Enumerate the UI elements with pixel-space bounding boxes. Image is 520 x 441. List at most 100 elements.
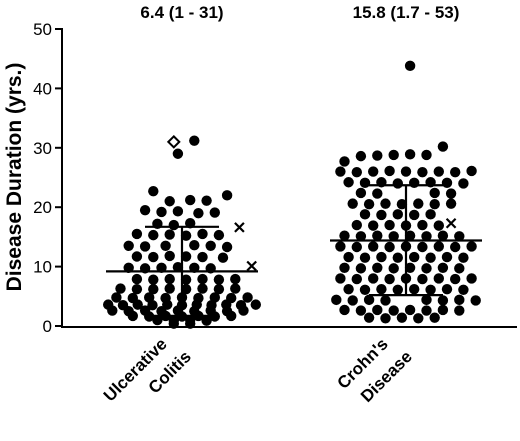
data-point (454, 263, 465, 274)
data-point (437, 295, 449, 306)
y-tick-label: 20 (33, 198, 52, 217)
data-point (384, 273, 395, 285)
data-point (172, 148, 184, 159)
data-point (359, 252, 371, 263)
data-point (429, 187, 440, 199)
data-point (433, 166, 444, 177)
data-point (185, 194, 196, 206)
data-point (409, 251, 420, 263)
data-point (441, 283, 453, 295)
data-point (417, 241, 428, 253)
outlier-diamond-marker (166, 134, 181, 149)
data-point (429, 199, 440, 210)
data-point (425, 252, 436, 263)
data-point (372, 304, 383, 316)
data-point (417, 273, 428, 285)
data-point (392, 284, 403, 295)
data-point (164, 196, 175, 207)
data-point (368, 273, 379, 284)
data-point (230, 283, 241, 294)
data-point (197, 251, 208, 263)
data-point (180, 274, 192, 285)
data-point (388, 263, 399, 274)
data-point (417, 166, 428, 178)
data-point (392, 252, 403, 263)
outlier-cross-marker (445, 217, 457, 229)
data-point (156, 206, 167, 218)
data-marks (103, 60, 481, 329)
data-point (217, 252, 229, 263)
data-point (205, 240, 216, 252)
data-point (201, 195, 212, 206)
y-ticks: 0 10 20 30 40 50 (33, 20, 62, 336)
data-point (164, 273, 175, 285)
data-point (221, 190, 233, 201)
data-point (148, 185, 159, 197)
data-point (384, 165, 395, 177)
data-point (164, 250, 175, 262)
data-point (445, 198, 457, 209)
data-point (335, 166, 346, 177)
data-point (450, 273, 461, 285)
data-point (380, 295, 391, 306)
data-point (363, 199, 375, 210)
data-point (127, 310, 138, 322)
data-point (441, 177, 453, 189)
data-point (180, 230, 192, 241)
data-point (359, 177, 371, 189)
data-point (441, 251, 453, 263)
data-point (355, 305, 367, 316)
data-point (384, 241, 395, 253)
data-point (466, 165, 477, 177)
data-point (185, 318, 196, 329)
data-point (458, 252, 469, 263)
data-point (437, 304, 449, 316)
data-point (445, 188, 457, 199)
data-point (425, 284, 436, 295)
summary-statistics (106, 184, 482, 318)
data-point (355, 150, 367, 162)
data-point (213, 283, 225, 295)
data-point (168, 219, 179, 231)
data-point (230, 273, 241, 285)
data-point (131, 273, 143, 285)
data-point (226, 310, 237, 322)
data-point (238, 305, 249, 316)
data-point (363, 294, 375, 306)
data-point (131, 283, 143, 295)
data-point (331, 294, 342, 306)
data-point (404, 304, 416, 316)
category-label-ulcerative-colitis: Ulcerative Colitis (100, 334, 195, 405)
data-point (433, 273, 444, 284)
data-point (351, 219, 362, 231)
data-point (433, 241, 444, 252)
data-point (368, 241, 379, 252)
data-point (388, 305, 399, 316)
data-point (470, 295, 481, 306)
data-point (372, 150, 383, 161)
data-point (197, 283, 208, 294)
data-point (164, 283, 175, 294)
data-point (421, 149, 432, 161)
axes (61, 28, 517, 328)
data-point (343, 177, 354, 188)
data-point (409, 177, 420, 189)
data-point (339, 156, 350, 167)
data-point (351, 241, 362, 253)
data-point (376, 209, 387, 221)
data-point (139, 204, 151, 216)
data-point (466, 273, 477, 284)
data-point (209, 207, 220, 218)
data-point (147, 300, 158, 311)
data-point (107, 305, 118, 316)
data-point (359, 209, 371, 220)
data-point (421, 263, 432, 274)
data-point (347, 198, 358, 209)
summary-label-ulcerative-colitis: 6.4 (1 - 31) (140, 3, 223, 22)
data-point (437, 230, 449, 241)
data-point (458, 284, 469, 295)
data-point (421, 305, 432, 316)
data-point (172, 206, 184, 217)
y-tick-label: 30 (33, 139, 52, 158)
data-point (392, 178, 403, 189)
